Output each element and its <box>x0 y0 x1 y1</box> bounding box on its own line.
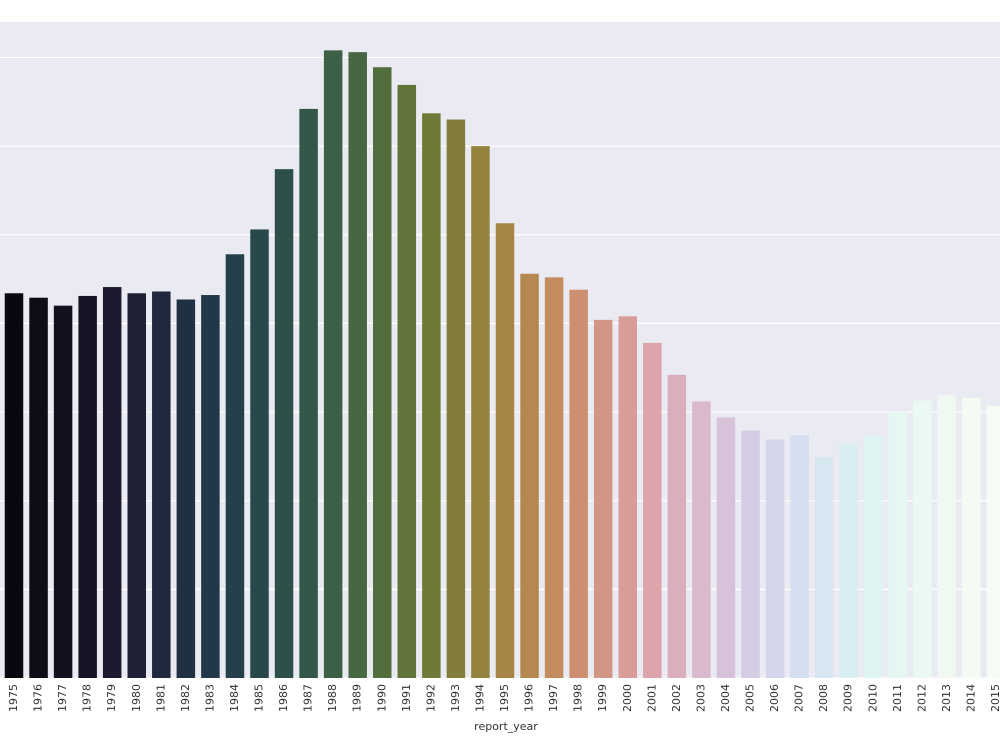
bar-1982 <box>176 299 196 678</box>
x-tick-labels: 1975 1976 1977 1978 1979 1980 1981 1982 1983 1984… <box>7 684 1000 712</box>
x-tick-label: 1988 <box>326 684 339 712</box>
bar-1993 <box>446 119 466 679</box>
x-tick-label: 1997 <box>547 684 560 712</box>
x-tick-label: 1981 <box>154 684 167 712</box>
x-tick-label: 1994 <box>473 684 486 712</box>
x-tick-label: 1975 <box>7 684 20 712</box>
x-tick-label: 1976 <box>32 684 45 712</box>
bar-1988 <box>323 50 343 679</box>
x-tick-label: 1984 <box>228 684 241 712</box>
bar-1981 <box>152 291 171 678</box>
bar-1998 <box>569 289 588 678</box>
x-tick-label: 2004 <box>719 684 732 712</box>
bar-2012 <box>913 400 932 678</box>
x-tick-label: 2005 <box>744 684 757 712</box>
x-tick-label: 1982 <box>179 684 192 712</box>
x-tick-label: 1986 <box>277 684 290 712</box>
bar-1996 <box>520 273 539 678</box>
x-tick-label: 2012 <box>915 684 928 712</box>
x-tick-label: 2010 <box>866 684 879 712</box>
bar-1987 <box>299 108 318 679</box>
bar-1990 <box>373 67 392 678</box>
bar-1983 <box>201 295 220 678</box>
x-tick-label: 2011 <box>891 684 904 712</box>
bar-2004 <box>716 417 736 678</box>
x-tick-label: 1987 <box>302 684 315 712</box>
bar-2015 <box>986 405 1000 678</box>
x-tick-label: 2009 <box>842 684 855 712</box>
bar-2001 <box>643 342 662 678</box>
x-tick-label: 2003 <box>694 684 707 712</box>
bar-1997 <box>544 277 564 678</box>
x-tick-label: 1977 <box>56 684 69 712</box>
x-tick-label: 1993 <box>449 684 462 712</box>
x-tick-label: 1996 <box>523 684 536 712</box>
bar-2007 <box>790 435 809 678</box>
bar-1999 <box>593 319 613 678</box>
bar-1989 <box>348 52 367 678</box>
bars-group <box>4 50 1000 679</box>
bar-1980 <box>127 293 146 678</box>
x-tick-label: 2008 <box>817 684 830 712</box>
bar-2003 <box>692 401 711 678</box>
x-tick-label: 2014 <box>964 684 977 712</box>
bar-2000 <box>618 316 637 678</box>
x-tick-label: 2013 <box>940 684 953 712</box>
x-tick-label: 1980 <box>130 684 143 712</box>
bar-2009 <box>839 443 858 678</box>
bar-2002 <box>667 374 687 678</box>
bar-1976 <box>29 297 48 678</box>
x-tick-label: 1983 <box>203 684 216 712</box>
bar-1978 <box>78 295 97 678</box>
bar-1991 <box>397 84 417 678</box>
bar-1994 <box>471 146 490 679</box>
x-tick-label: 2001 <box>645 684 658 712</box>
x-tick-label: 1991 <box>400 684 413 712</box>
x-tick-label: 1990 <box>375 684 388 712</box>
x-axis-label: report_year <box>474 720 538 733</box>
x-tick-label: 1992 <box>424 684 437 712</box>
x-tick-label: 2007 <box>793 684 806 712</box>
x-tick-label: 1979 <box>105 684 118 712</box>
bar-1985 <box>250 229 269 678</box>
x-tick-label: 2006 <box>768 684 781 712</box>
x-tick-label: 1989 <box>351 684 364 712</box>
bar-2014 <box>962 397 981 678</box>
x-tick-label: 1999 <box>596 684 609 712</box>
bar-2010 <box>864 435 883 678</box>
bar-2013 <box>937 395 957 678</box>
bar-1979 <box>102 287 122 678</box>
x-tick-label: 2015 <box>989 684 1000 712</box>
bar-1992 <box>422 113 441 678</box>
bar-1995 <box>495 223 515 679</box>
bar-1986 <box>274 169 294 679</box>
x-tick-label: 2002 <box>670 684 683 712</box>
x-tick-label: 1995 <box>498 684 511 712</box>
bar-1977 <box>53 305 73 678</box>
x-tick-label: 1978 <box>81 684 94 712</box>
x-tick-label: 1998 <box>572 684 585 712</box>
bar-1975 <box>4 293 24 678</box>
bar-1984 <box>225 254 245 678</box>
bar-2011 <box>888 412 908 678</box>
bar-2005 <box>741 430 760 678</box>
x-tick-label: 2000 <box>621 684 634 712</box>
bar-2008 <box>814 457 834 678</box>
x-tick-label: 1985 <box>253 684 266 712</box>
bar-2006 <box>765 439 785 678</box>
